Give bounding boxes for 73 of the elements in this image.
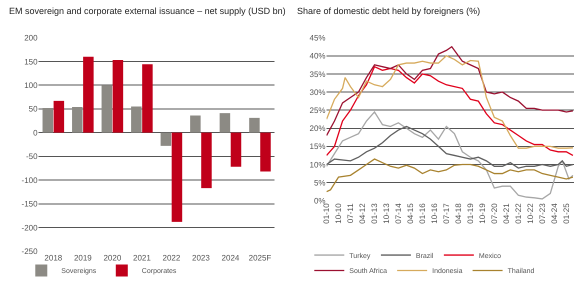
y-tick-label: 150	[24, 57, 38, 66]
x-tick-label: 10-10	[334, 202, 344, 224]
x-tick-label: 2022	[162, 253, 181, 262]
x-tick-label: 2018	[44, 253, 63, 262]
y-tick-label: -150	[22, 200, 38, 209]
x-tick-label: 07-17	[442, 202, 451, 224]
line-series	[326, 55, 574, 149]
x-tick-label: 10-13	[382, 202, 392, 224]
y-tick-label: 10%	[310, 160, 326, 170]
bar	[54, 100, 64, 133]
x-tick-label: 04-18	[454, 202, 463, 224]
x-tick-label: 01-22	[514, 202, 523, 224]
x-tick-label: 07-23	[538, 202, 547, 224]
line-series	[326, 158, 574, 192]
y-tick-label: 0%	[314, 196, 326, 206]
x-tick-label: 01-16	[418, 202, 428, 224]
x-tick-label: 10-19	[478, 202, 487, 224]
y-tick-label: 15%	[310, 142, 326, 152]
x-tick-label: 01-10	[322, 202, 332, 224]
x-tick-label: 04-15	[406, 202, 415, 224]
y-tick-label: -50	[26, 152, 38, 162]
x-tick-label: 07-11	[346, 202, 356, 224]
x-tick-label: 04-24	[550, 202, 559, 224]
y-tick-label: 50	[28, 104, 38, 114]
bar	[172, 132, 182, 222]
y-tick-label: 25%	[310, 106, 326, 115]
x-tick-label: 2025F	[248, 253, 272, 262]
x-tick-label: 10-22	[526, 202, 535, 224]
bar	[260, 132, 271, 172]
bar	[230, 132, 242, 167]
bar	[102, 85, 112, 133]
y-tick-label: 5%	[314, 178, 326, 188]
line-series	[326, 66, 574, 156]
y-tick-label: 45%	[310, 34, 326, 43]
bar	[249, 118, 260, 133]
bar	[72, 107, 83, 133]
bar	[190, 116, 201, 133]
bar	[201, 132, 212, 188]
line-series	[326, 111, 574, 200]
x-tick-label: 01-25	[562, 202, 571, 224]
x-tick-label: 2020	[103, 253, 122, 262]
y-tick-label: -200	[22, 223, 38, 232]
bar	[112, 60, 124, 133]
bar	[42, 108, 54, 133]
x-tick-label: 2024	[222, 253, 240, 262]
x-tick-label: 10-16	[430, 202, 440, 224]
line-series	[326, 46, 574, 136]
x-tick-label: 2023	[192, 253, 210, 262]
y-tick-label: 40%	[310, 52, 326, 61]
bar	[131, 106, 142, 133]
y-tick-label: 30%	[310, 88, 326, 97]
x-tick-label: 2021	[132, 253, 152, 262]
line-series	[326, 126, 574, 169]
x-tick-label: 04-21	[502, 202, 511, 224]
y-tick-label: -250	[22, 247, 38, 256]
x-tick-label: 01-13	[370, 202, 380, 224]
y-tick-label: 200	[24, 34, 38, 43]
chart-title: Share of domestic debt held by foreigners (%)	[297, 6, 480, 16]
x-tick-label: 04-12	[358, 202, 368, 224]
x-tick-label: 01-19	[466, 202, 475, 224]
bar	[160, 132, 172, 146]
x-tick-label: 07-20	[490, 202, 499, 224]
bar	[142, 64, 153, 133]
bar	[220, 113, 230, 133]
y-tick-label: -100	[22, 176, 38, 185]
x-tick-label: 2019	[74, 253, 92, 262]
y-tick-label: 100	[24, 80, 38, 90]
y-tick-label: 0	[33, 128, 38, 138]
bar	[83, 56, 94, 133]
x-tick-label: 07-14	[394, 202, 404, 224]
y-tick-label: 35%	[310, 70, 326, 79]
chart-title: EM sovereign and corporate external issuance – net supply (USD bn)	[9, 6, 286, 16]
y-tick-label: 20%	[310, 124, 326, 134]
